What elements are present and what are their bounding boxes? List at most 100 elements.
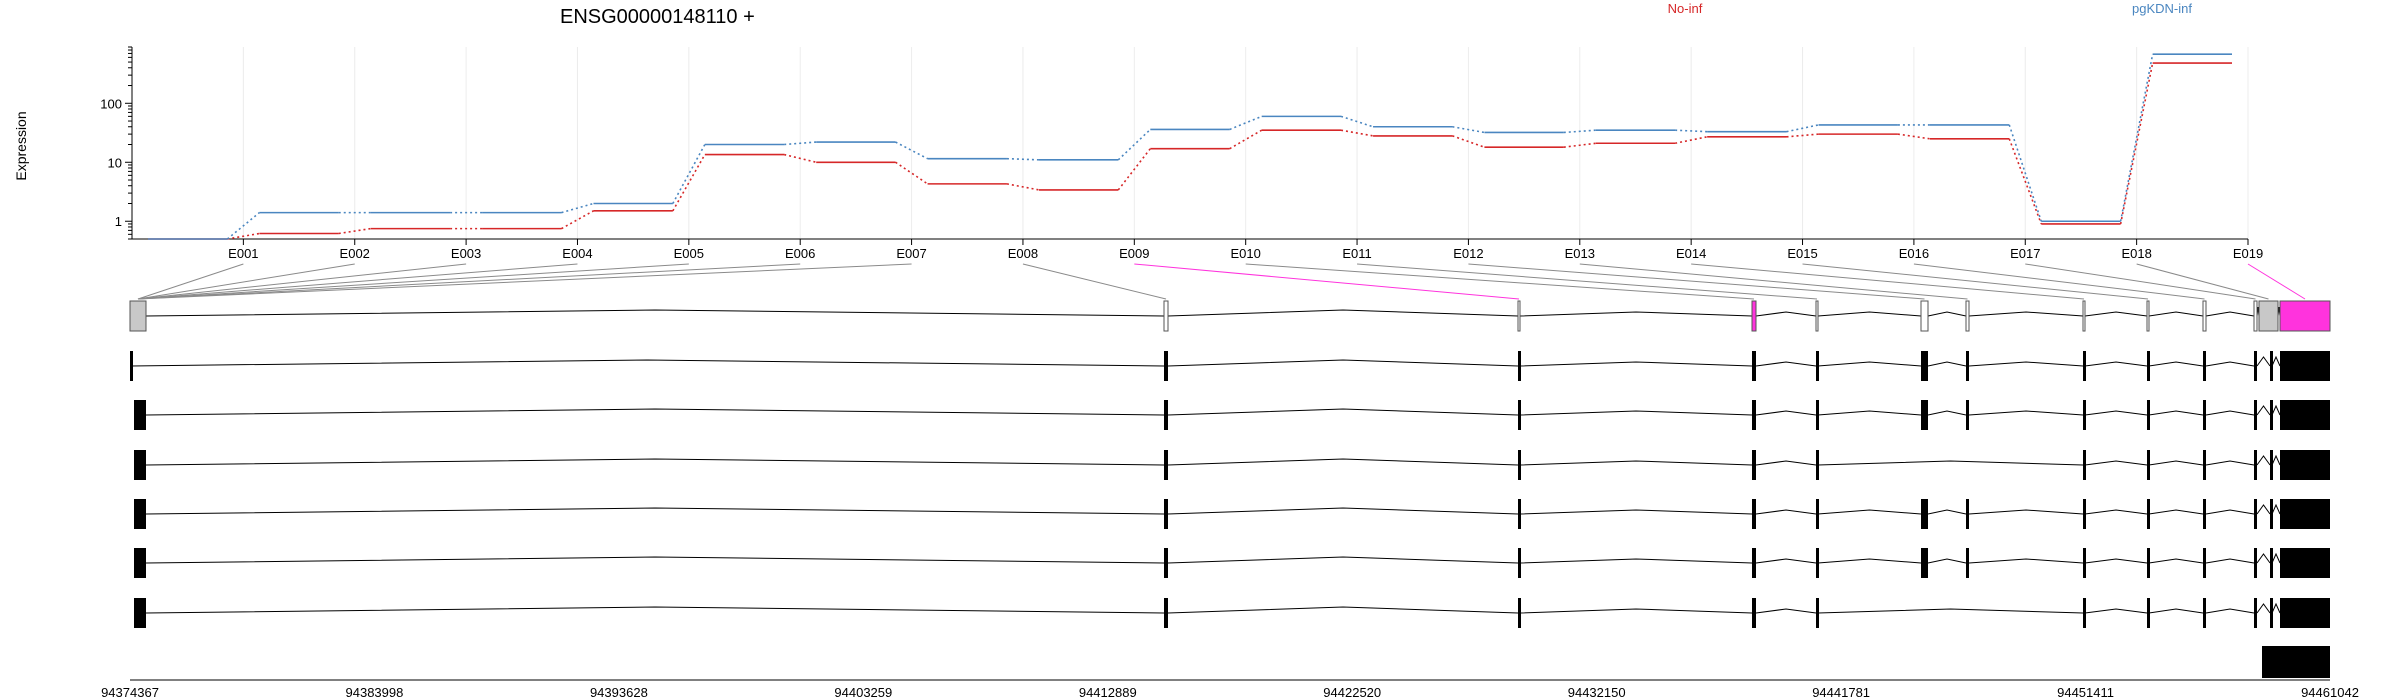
intron-line: [2205, 361, 2255, 367]
series-connector: [2008, 124, 2043, 222]
series-connector: [2119, 54, 2154, 222]
intron-line: [2084, 410, 2148, 416]
connector-e017: [2025, 263, 2256, 300]
intron-line: [145, 408, 1165, 416]
intron-line: [2256, 504, 2271, 515]
exon-block: [1518, 598, 1521, 628]
intron-line: [1968, 558, 2084, 564]
exon-block: [2270, 450, 2273, 480]
intron-line: [2148, 509, 2204, 515]
series-connector: [784, 141, 817, 146]
intron-line: [1927, 311, 1967, 317]
series-connector: [1006, 157, 1039, 161]
intron-line: [2256, 405, 2271, 416]
intron-line: [1927, 361, 1967, 367]
exon-block: [2147, 499, 2150, 529]
exon-block: [134, 598, 146, 628]
coord-label: 94374367: [101, 685, 159, 700]
exon-block: [2280, 499, 2330, 529]
intron-line: [1817, 410, 1922, 416]
coord-label: 94403259: [834, 685, 892, 700]
intron-line: [1927, 558, 1967, 564]
intron-line: [2256, 455, 2271, 466]
intron-line: [2148, 608, 2204, 614]
x-tick-label-e004: E004: [562, 246, 592, 261]
exon-block: [1921, 351, 1928, 381]
transcript-row: [134, 450, 2330, 480]
intron-line: [1755, 509, 1817, 515]
series-connector: [561, 210, 594, 230]
exon-block: [2202, 300, 2207, 332]
intron-line: [1817, 460, 2084, 466]
intron-line: [2205, 410, 2255, 416]
exon-block: [2280, 351, 2330, 381]
exon-block: [1816, 499, 1819, 529]
exon-block: [2203, 499, 2206, 529]
exon-block: [1921, 499, 1928, 529]
intron-line: [1927, 509, 1967, 515]
connector-e007: [137, 263, 912, 300]
exon-block: [1164, 450, 1168, 480]
coord-label: 94451411: [2057, 685, 2114, 700]
exon-block: [2203, 400, 2206, 430]
exon-block: [1815, 300, 1819, 332]
exon-block: [1966, 548, 1969, 578]
exon-block: [1164, 548, 1168, 578]
series-pgkdn-inf: [148, 53, 2232, 240]
x-tick-label-e012: E012: [1453, 246, 1483, 261]
intron-line: [1755, 558, 1817, 564]
intron-line: [1519, 509, 1753, 515]
series-connector: [1117, 128, 1151, 161]
x-tick-label-e017: E017: [2010, 246, 2040, 261]
series-connector: [227, 232, 260, 240]
intron-line: [2205, 311, 2255, 317]
coord-label: 94441781: [1812, 685, 1870, 700]
x-tick-label-e018: E018: [2121, 246, 2151, 261]
series-connector: [1340, 129, 1374, 137]
exon-block: [1518, 450, 1521, 480]
intron-line: [2271, 454, 2281, 466]
series-connector: [1452, 135, 1485, 148]
intron-line: [2084, 558, 2148, 564]
intron-line: [1519, 361, 1753, 367]
x-tick-label-e015: E015: [1787, 246, 1817, 261]
axes: 1 10 100 E001 E002 E003 E004 E005 E006 E007 E008 E0…: [100, 46, 2263, 261]
connector-e009: [1134, 263, 1520, 300]
intron-line: [1755, 460, 1817, 466]
intron-line: [2271, 503, 2281, 515]
intron-line: [1519, 311, 1753, 317]
x-tick-label-e007: E007: [896, 246, 926, 261]
intron-line: [1817, 361, 1922, 367]
exon-block: [1816, 351, 1819, 381]
series-connector: [1563, 142, 1596, 149]
series-connector: [1897, 133, 1931, 140]
intron-line: [1519, 410, 1753, 416]
coord-label: 94461042: [2301, 685, 2359, 700]
exon-block: [2270, 548, 2273, 578]
gene-model: [129, 300, 2331, 678]
exon-block: [2254, 400, 2257, 430]
intron-line: [2148, 410, 2204, 416]
connector-e003: [137, 263, 467, 300]
exon-block: [2254, 351, 2257, 381]
exon-block: [1752, 351, 1756, 381]
series-connector: [1786, 124, 1819, 133]
connector-e002: [137, 263, 355, 300]
intron-line: [2205, 558, 2255, 564]
intron-line: [2256, 553, 2271, 564]
connector-e016: [1913, 263, 2205, 300]
intron-line: [1167, 408, 1519, 416]
series-connector: [672, 144, 706, 204]
x-tick-label-e006: E006: [785, 246, 815, 261]
exon-block: [1752, 450, 1756, 480]
intron-line: [2205, 509, 2255, 515]
series-connector: [2119, 62, 2154, 225]
exon-block: [2279, 300, 2331, 332]
series-connector: [784, 153, 817, 164]
exon-block: [1752, 548, 1756, 578]
intron-line: [1519, 460, 1753, 466]
connector-e010: [1245, 263, 1755, 300]
intron-line: [145, 309, 1165, 317]
exon-track-merged: [129, 300, 2331, 332]
exon-block: [2203, 598, 2206, 628]
